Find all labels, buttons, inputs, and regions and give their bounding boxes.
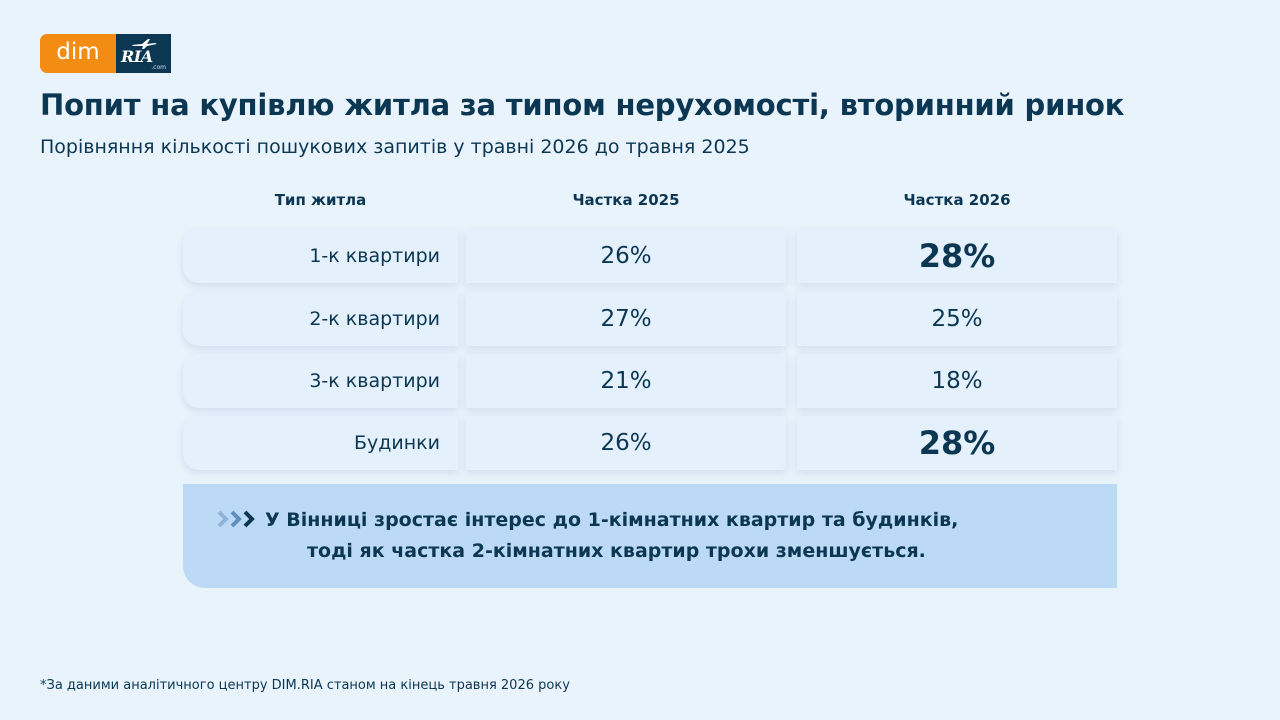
share-2025-value: 21% <box>466 354 786 408</box>
column-header-2026: Частка 2026 <box>903 191 1011 209</box>
row-type-label: 2-к квартири <box>183 292 458 346</box>
triple-chevron-icon <box>217 510 255 528</box>
share-2026-value: 25% <box>797 292 1117 346</box>
logo-ria-text: RIA <box>121 47 153 66</box>
table-row: 3-к квартири 21% 18% <box>183 354 1117 408</box>
share-2026-value: 18% <box>797 354 1117 408</box>
row-type-label: Будинки <box>183 416 458 470</box>
page-subtitle: Порівняння кількості пошукових запитів у… <box>40 136 750 158</box>
table-row: Будинки 26% 28% <box>183 416 1117 470</box>
page-title: Попит на купівлю житла за типом нерухомо… <box>40 88 1125 122</box>
logo-dim: dim <box>40 34 116 73</box>
row-type-label: 1-к квартири <box>183 229 458 283</box>
share-2026-value: 28% <box>797 416 1117 470</box>
share-2025-value: 27% <box>466 292 786 346</box>
row-type-label: 3-к квартири <box>183 354 458 408</box>
share-2025-value: 26% <box>466 416 786 470</box>
share-2025-value: 26% <box>466 229 786 283</box>
column-header-type: Тип житла <box>274 191 367 209</box>
logo-ria-com: .com <box>151 64 166 71</box>
insight-callout: У Вінниці зростає інтерес до 1-кімнатних… <box>183 484 1117 588</box>
callout-line-2: тоді як частка 2-кімнатних квартир трохи… <box>307 540 926 562</box>
footnote: *За даними аналітичного центру DIM.RIA с… <box>40 678 570 693</box>
column-header-2025: Частка 2025 <box>572 191 680 209</box>
callout-line-1: У Вінниці зростає інтерес до 1-кімнатних… <box>265 509 959 531</box>
table-row: 1-к квартири 26% 28% <box>183 229 1117 283</box>
table-row: 2-к квартири 27% 25% <box>183 292 1117 346</box>
share-2026-value: 28% <box>797 229 1117 283</box>
dim-ria-logo: dim RIA .com <box>40 34 171 73</box>
airplane-icon <box>132 39 157 49</box>
logo-ria: RIA .com <box>116 34 171 73</box>
